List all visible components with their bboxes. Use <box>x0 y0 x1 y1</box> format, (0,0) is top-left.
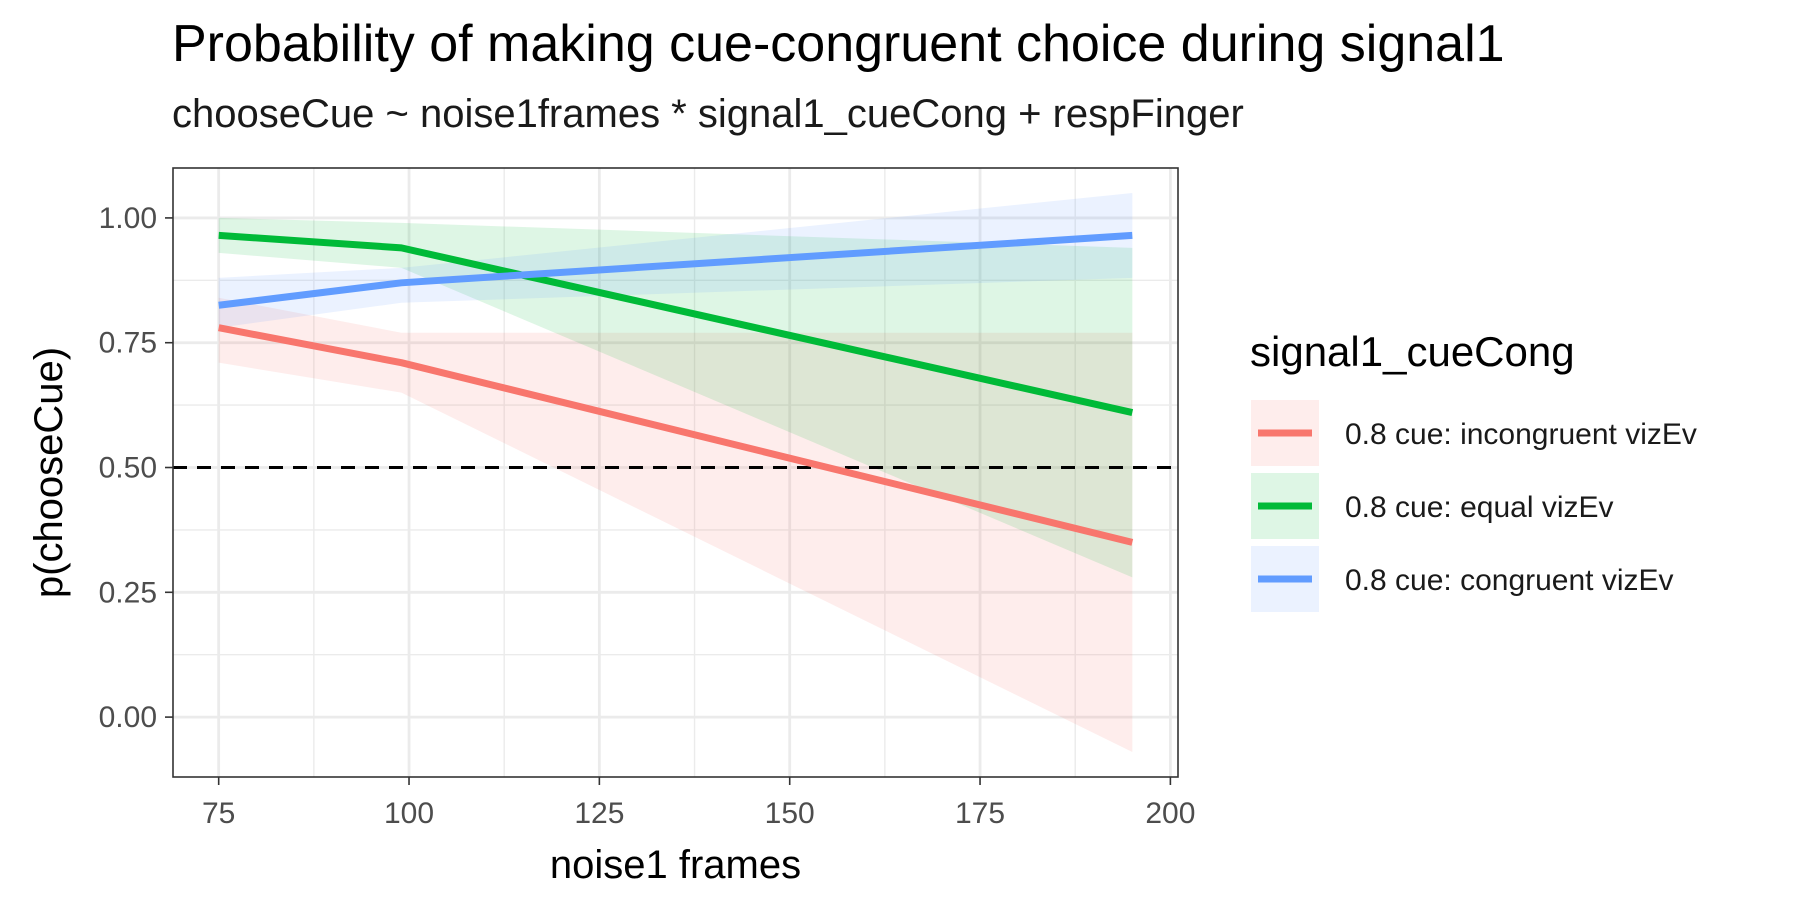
series-line <box>218 231 1133 309</box>
series-line <box>218 231 1134 417</box>
confidence-ribbon <box>218 297 1133 753</box>
legend-title: signal1_cueCong <box>1250 328 1575 375</box>
x-tick-label: 100 <box>384 797 434 830</box>
series-lines <box>218 231 1134 546</box>
chart-subtitle: chooseCue ~ noise1frames * signal1_cueCo… <box>172 92 1244 136</box>
confidence-ribbon <box>218 217 1133 578</box>
x-tick-label: 175 <box>955 797 1005 830</box>
y-tick-label: 0.00 <box>99 701 157 734</box>
y-tick-label: 1.00 <box>99 202 157 235</box>
x-tick-label: 150 <box>765 797 815 830</box>
legend: signal1_cueCong 0.8 cue: incongruent viz… <box>1250 328 1697 612</box>
x-tick-label: 75 <box>202 797 235 830</box>
x-tick-label: 200 <box>1145 797 1195 830</box>
x-tick-label: 125 <box>574 797 624 830</box>
y-tick-label: 0.25 <box>99 576 157 609</box>
confidence-ribbon <box>218 192 1133 328</box>
y-tick-label: 0.75 <box>99 327 157 360</box>
panel-border <box>172 167 1179 778</box>
legend-label: 0.8 cue: incongruent vizEv <box>1345 418 1697 451</box>
chart-title: Probability of making cue-congruent choi… <box>172 15 1505 73</box>
confidence-ribbons <box>218 192 1133 753</box>
legend-items: 0.8 cue: incongruent vizEv 0.8 cue: equal… <box>1251 400 1697 612</box>
y-tick-label: 0.50 <box>99 452 157 485</box>
axes: 75 100 125 150 175 200 0.00 0.25 0.50 0.75 1.00 <box>99 202 1196 830</box>
grid <box>173 168 1178 777</box>
legend-label: 0.8 cue: equal vizEv <box>1345 491 1614 524</box>
legend-label: 0.8 cue: congruent vizEv <box>1345 564 1674 597</box>
series-line <box>218 324 1134 546</box>
y-axis-title: p(chooseCue) <box>27 347 71 598</box>
x-axis-title: noise1 frames <box>550 843 801 887</box>
